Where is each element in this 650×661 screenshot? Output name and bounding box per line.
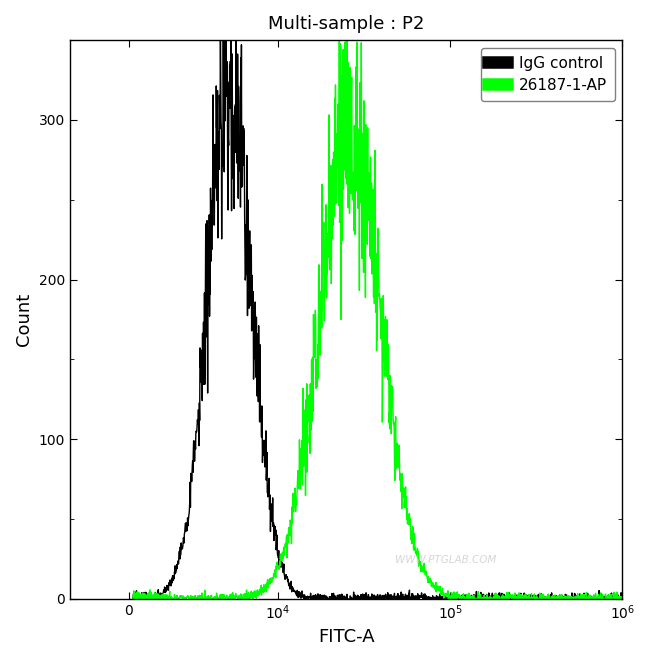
Text: WWW.PTGLAB.COM: WWW.PTGLAB.COM: [395, 555, 496, 565]
X-axis label: FITC-A: FITC-A: [318, 628, 374, 646]
Title: Multi-sample : P2: Multi-sample : P2: [268, 15, 424, 33]
Legend: IgG control, 26187-1-AP: IgG control, 26187-1-AP: [481, 48, 615, 101]
Y-axis label: Count: Count: [15, 293, 33, 346]
